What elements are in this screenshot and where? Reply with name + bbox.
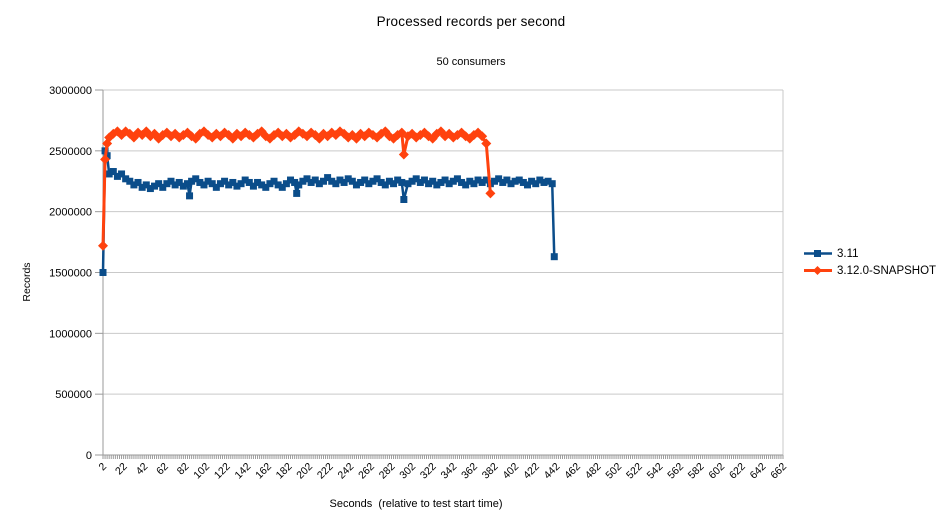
legend-item: 3.12.0-SNAPSHOT	[803, 263, 936, 278]
svg-text:122: 122	[212, 461, 233, 482]
svg-text:3000000: 3000000	[49, 85, 92, 97]
legend: 3.11 3.12.0-SNAPSHOT	[803, 246, 936, 278]
svg-text:222: 222	[315, 461, 336, 482]
svg-text:42: 42	[134, 461, 151, 478]
x-minor-ticks	[102, 455, 784, 459]
svg-text:302: 302	[397, 461, 418, 482]
svg-text:482: 482	[583, 461, 604, 482]
svg-text:382: 382	[480, 461, 501, 482]
svg-text:82: 82	[175, 461, 192, 478]
x-axis-title: Seconds (relative to test start time)	[329, 498, 503, 510]
svg-text:202: 202	[294, 461, 315, 482]
svg-text:502: 502	[603, 461, 624, 482]
legend-item: 3.11	[803, 246, 936, 261]
svg-text:542: 542	[645, 461, 666, 482]
svg-text:0: 0	[86, 450, 92, 462]
svg-text:562: 562	[665, 461, 686, 482]
svg-text:262: 262	[356, 461, 377, 482]
gridlines	[103, 89, 784, 456]
y-tick-labels: 0 500000 1000000 1500000 2000000 2500000 30000…	[49, 85, 103, 462]
svg-text:102: 102	[191, 461, 212, 482]
svg-text:2500000: 2500000	[49, 146, 92, 158]
chart-title: Processed records per second	[376, 14, 566, 29]
svg-text:642: 642	[748, 461, 769, 482]
svg-text:22: 22	[113, 461, 130, 478]
svg-text:662: 662	[768, 461, 789, 482]
svg-text:442: 442	[542, 461, 563, 482]
svg-text:522: 522	[624, 461, 645, 482]
series-3.11	[99, 147, 558, 276]
svg-text:500000: 500000	[55, 389, 92, 401]
svg-text:362: 362	[459, 461, 480, 482]
svg-text:342: 342	[439, 461, 460, 482]
svg-text:422: 422	[521, 461, 542, 482]
series-3.12.0-SNAPSHOT	[98, 126, 496, 251]
legend-label: 3.11	[837, 247, 859, 260]
svg-text:142: 142	[232, 461, 253, 482]
svg-text:162: 162	[253, 461, 274, 482]
svg-text:582: 582	[686, 461, 707, 482]
svg-text:322: 322	[418, 461, 439, 482]
legend-square-marker-icon	[804, 250, 832, 257]
chart-subtitle: 50 consumers	[436, 56, 506, 68]
svg-text:622: 622	[727, 461, 748, 482]
svg-text:182: 182	[274, 461, 295, 482]
svg-text:1500000: 1500000	[49, 268, 92, 280]
svg-text:402: 402	[500, 461, 521, 482]
svg-text:62: 62	[154, 461, 171, 478]
legend-diamond-marker-icon	[804, 266, 832, 275]
svg-text:2000000: 2000000	[49, 207, 92, 219]
x-tick-labels: 2 22 42 62 82 102 122 142 162 182 202 222 242 262 282 3…	[97, 461, 790, 482]
svg-text:282: 282	[377, 461, 398, 482]
svg-text:242: 242	[336, 461, 357, 482]
svg-text:602: 602	[706, 461, 727, 482]
svg-text:1000000: 1000000	[49, 328, 92, 340]
legend-label: 3.12.0-SNAPSHOT	[837, 264, 937, 277]
svg-text:2: 2	[97, 461, 110, 474]
svg-text:462: 462	[562, 461, 583, 482]
